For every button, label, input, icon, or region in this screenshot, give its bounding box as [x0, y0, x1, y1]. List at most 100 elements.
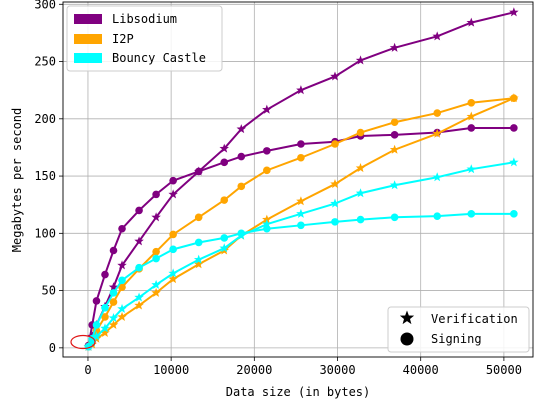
- x-tick-label: 10000: [153, 363, 189, 377]
- data-point-i2p-signing: [237, 182, 246, 191]
- data-point-libsodium-verification: [134, 236, 144, 246]
- data-point-i2p-verification: [262, 214, 272, 224]
- data-point-bouncy-castle-verification: [355, 188, 366, 198]
- data-point-bouncy-castle-signing: [390, 213, 399, 222]
- x-tick-label: 30000: [319, 363, 355, 377]
- data-point-libsodium-verification: [330, 71, 340, 81]
- data-point-bouncy-castle-signing: [510, 210, 518, 218]
- data-point-libsodium-signing: [92, 297, 101, 305]
- data-point-i2p-verification: [355, 163, 366, 173]
- legend-label-i2p: I2P: [112, 32, 134, 46]
- series-line-libsodium-signing: [87, 126, 514, 346]
- data-point-libsodium-signing: [237, 152, 246, 161]
- y-tick-label: 150: [34, 169, 56, 183]
- data-point-libsodium-verification: [355, 55, 366, 65]
- data-point-i2p-signing: [433, 109, 442, 117]
- data-point-libsodium-signing: [467, 124, 476, 132]
- data-point-libsodium-verification: [151, 212, 161, 222]
- marker-legend-box: [387, 306, 530, 353]
- data-point-bouncy-castle-signing: [237, 229, 246, 238]
- data-point-i2p-verification: [193, 259, 204, 269]
- data-point-bouncy-castle-verification: [193, 254, 204, 264]
- data-point-bouncy-castle-verification: [432, 172, 442, 182]
- data-point-bouncy-castle-verification: [108, 313, 119, 323]
- data-point-i2p-signing: [297, 153, 305, 162]
- marker-legend-label-signing: Signing: [431, 332, 482, 346]
- data-point-libsodium-verification: [108, 282, 119, 292]
- data-point-bouncy-castle-signing: [118, 276, 126, 285]
- legend-label-bouncy-castle: Bouncy Castle: [112, 51, 206, 65]
- data-point-bouncy-castle-verification: [466, 164, 477, 174]
- data-point-i2p-signing: [194, 213, 203, 222]
- data-point-bouncy-castle-signing: [169, 245, 177, 254]
- data-point-bouncy-castle-verification: [330, 198, 340, 208]
- data-point-i2p-signing: [356, 128, 365, 137]
- y-tick-label: 200: [34, 112, 56, 126]
- data-point-bouncy-castle-signing: [297, 221, 305, 230]
- data-point-bouncy-castle-signing: [433, 212, 442, 220]
- data-point-bouncy-castle-signing: [220, 234, 229, 242]
- x-tick-label: 50000: [486, 363, 522, 377]
- x-tick-label: 20000: [236, 363, 272, 377]
- data-point-libsodium-signing: [118, 224, 126, 233]
- data-point-libsodium-signing: [297, 140, 305, 148]
- x-tick-label: 0: [84, 363, 91, 377]
- data-point-i2p-signing: [118, 283, 126, 291]
- data-point-bouncy-castle-signing: [152, 254, 160, 263]
- data-point-i2p-verification: [100, 327, 110, 337]
- x-axis-label: Data size (in bytes): [226, 385, 371, 399]
- data-point-libsodium-signing: [135, 206, 143, 215]
- data-point-i2p-signing: [220, 196, 229, 204]
- data-point-libsodium-verification: [262, 104, 272, 114]
- data-point-bouncy-castle-signing: [263, 224, 271, 233]
- data-point-i2p-signing: [263, 166, 271, 175]
- data-point-i2p-signing: [169, 230, 177, 239]
- data-point-libsodium-signing: [101, 270, 109, 279]
- data-point-bouncy-castle-verification: [134, 292, 144, 302]
- data-point-i2p-signing: [109, 298, 118, 306]
- data-point-libsodium-verification: [389, 42, 400, 52]
- data-point-i2p-signing: [510, 94, 518, 102]
- data-point-i2p-signing: [390, 118, 399, 127]
- data-point-libsodium-signing: [220, 158, 229, 167]
- y-tick-label: 0: [49, 341, 56, 355]
- data-point-libsodium-verification: [509, 7, 519, 17]
- data-point-i2p-signing: [101, 313, 109, 321]
- ticks: 0 10000 20000 30000 40000 50000 0 50 100 150 200 25…: [34, 0, 522, 377]
- data-point-i2p-signing: [152, 247, 160, 256]
- data-point-bouncy-castle-verification: [91, 331, 102, 341]
- series-layer: [83, 7, 519, 351]
- plot-frame: [62, 1, 534, 358]
- circle-icon: [400, 332, 414, 346]
- data-point-bouncy-castle-signing: [109, 289, 118, 297]
- data-point-bouncy-castle-verification: [509, 157, 519, 167]
- data-point-libsodium-signing: [510, 124, 518, 132]
- marker-legend-label-verification: Verification: [431, 312, 518, 326]
- data-point-i2p-verification: [466, 111, 477, 121]
- data-point-libsodium-signing: [152, 190, 160, 199]
- star-icon: [399, 310, 415, 325]
- data-point-bouncy-castle-signing: [467, 210, 476, 218]
- data-point-bouncy-castle-verification: [100, 323, 110, 333]
- data-point-bouncy-castle-signing: [135, 263, 143, 272]
- data-point-libsodium-signing: [390, 131, 399, 139]
- data-point-i2p-verification: [117, 311, 127, 321]
- data-point-bouncy-castle-verification: [117, 303, 127, 313]
- data-point-libsodium-verification: [219, 143, 229, 153]
- series-legend: Libsodium I2P Bouncy Castle: [66, 5, 223, 72]
- legend-label-libsodium: Libsodium: [112, 12, 177, 26]
- data-point-libsodium-verification: [466, 17, 477, 27]
- data-point-libsodium-verification: [296, 85, 306, 95]
- series-legend-box: [66, 5, 223, 72]
- y-tick-label: 300: [34, 0, 56, 11]
- y-tick-label: 250: [34, 55, 56, 69]
- data-point-bouncy-castle-signing: [194, 238, 203, 247]
- y-tick-label: 100: [34, 226, 56, 240]
- data-point-i2p-signing: [331, 140, 339, 148]
- data-point-i2p-verification: [432, 128, 442, 138]
- data-point-bouncy-castle-verification: [151, 279, 161, 289]
- legend-swatch-i2p: [74, 34, 102, 44]
- series-bouncy-castle-signing: [84, 210, 518, 351]
- data-point-bouncy-castle-verification: [296, 208, 306, 218]
